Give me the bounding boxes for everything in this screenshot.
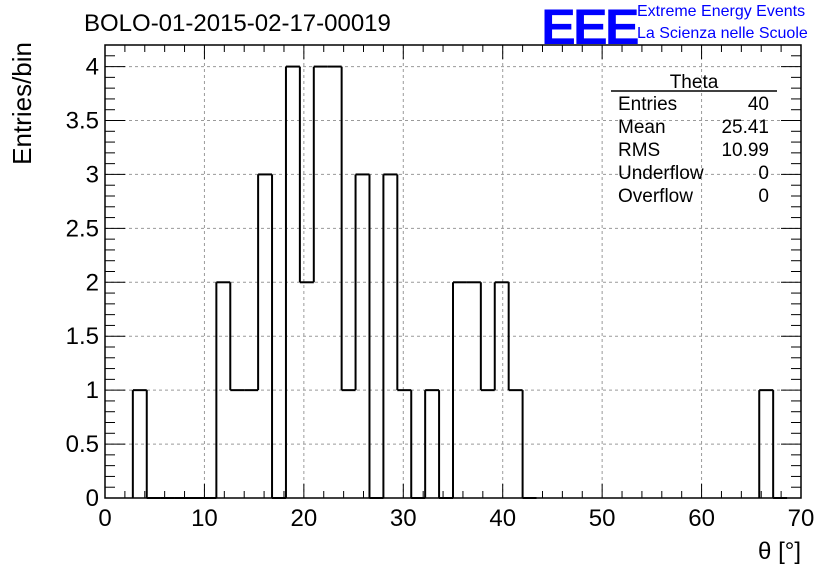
y-tick-label: 1.5 (66, 323, 99, 350)
y-tick-label: 0.5 (66, 431, 99, 458)
x-tick-label: 40 (489, 505, 516, 532)
stats-label: RMS (618, 140, 660, 161)
x-tick-label: 60 (688, 505, 715, 532)
stats-value: 40 (748, 94, 769, 115)
eee-logo: EEE (541, 0, 640, 55)
x-tick-label: 10 (191, 505, 218, 532)
x-axis-label: θ [°] (758, 538, 801, 565)
x-tick-label: 20 (291, 505, 318, 532)
stats-value: 0 (758, 186, 769, 207)
y-tick-label: 4 (86, 54, 99, 81)
y-tick-label: 3 (86, 161, 99, 188)
logo-line-1: Extreme Energy Events (637, 3, 806, 20)
stats-label: Entries (618, 94, 677, 115)
y-tick-label: 2.5 (66, 215, 99, 242)
stats-label: Underflow (618, 163, 704, 184)
y-tick-label: 2 (86, 269, 99, 296)
x-tick-label: 30 (390, 505, 417, 532)
y-tick-label: 1 (86, 377, 99, 404)
x-tick-label: 0 (98, 505, 111, 532)
stats-value: 25.41 (721, 117, 769, 138)
stats-label: Overflow (618, 186, 693, 207)
y-tick-label: 0 (86, 485, 99, 512)
x-tick-label: 50 (589, 505, 616, 532)
x-tick-label: 70 (788, 505, 815, 532)
logo-line-2: La Scienza nelle Scuole (637, 25, 808, 42)
chart-title: BOLO-01-2015-02-17-00019 (84, 10, 391, 37)
stats-title: Theta (670, 72, 719, 93)
stats-value: 10.99 (721, 140, 769, 161)
y-tick-label: 3.5 (66, 108, 99, 135)
stats-label: Mean (618, 117, 666, 138)
stats-value: 0 (758, 163, 769, 184)
y-axis-label: Entries/bin (7, 42, 37, 165)
